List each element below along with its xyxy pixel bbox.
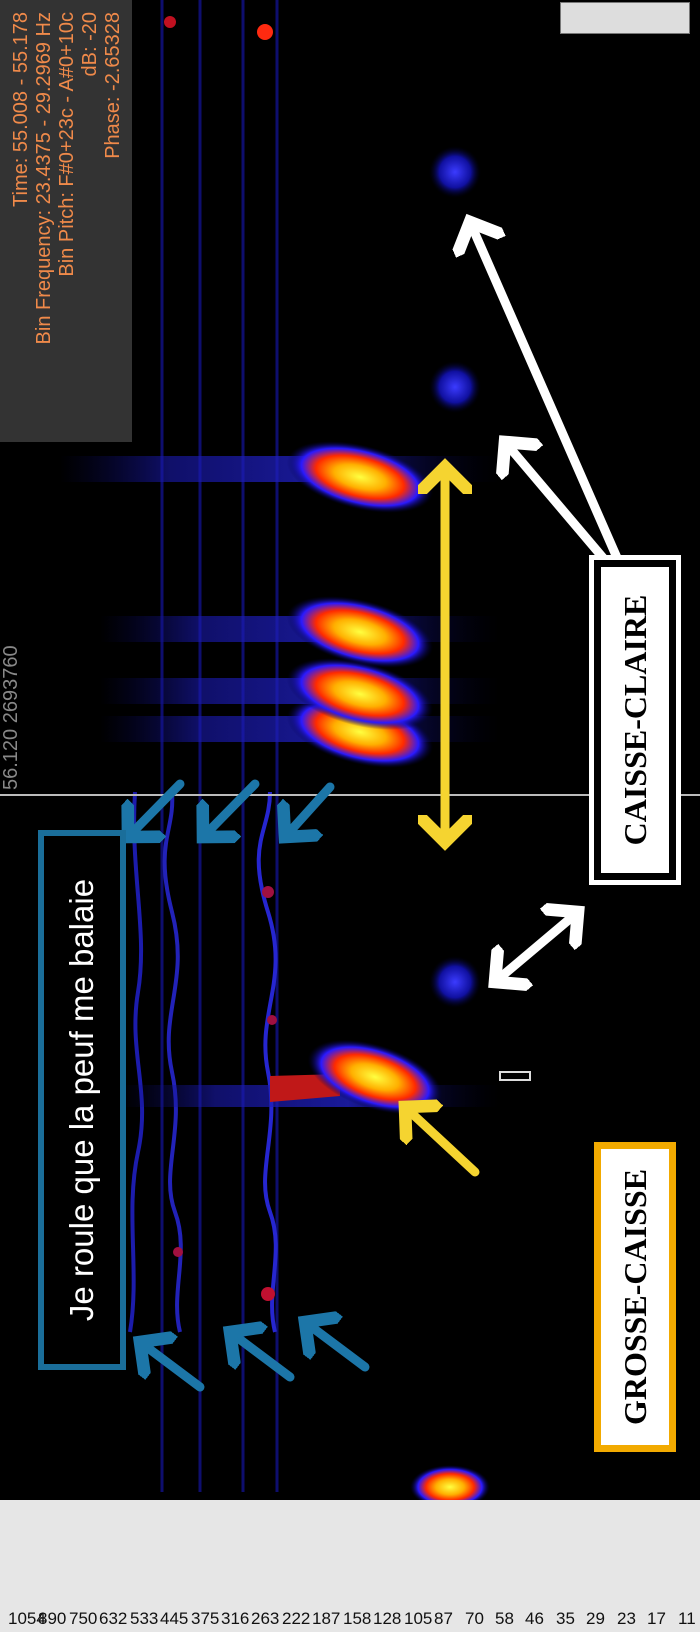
vocal-harmonics <box>128 16 278 1333</box>
info-db: dB: -20 <box>79 12 101 77</box>
low-blue-blobs <box>410 146 490 1509</box>
info-time: Time: 55.008 - 55.178 <box>10 12 32 207</box>
frequency-axis: 1054 890 750 632 533 445 375 316 263 222 187 158 128… <box>0 1500 700 1632</box>
playhead-label: 56.120 2693760 <box>0 645 22 790</box>
info-phase: Phase: -2.65328 <box>102 12 124 159</box>
blue-arrows <box>128 779 370 1392</box>
harmonic-lines <box>160 0 279 1492</box>
snare-hit-3 <box>100 596 500 668</box>
scrollbar[interactable] <box>560 2 690 34</box>
grosse-caisse-label: GROSSE-CAISSE <box>594 1142 676 1452</box>
lyric-text: Je roule que la peuf me balaie <box>63 878 100 1322</box>
snare-hit-2 <box>100 658 500 730</box>
frequency-tick-label: 11 <box>677 1609 696 1628</box>
info-bin-frequency: Bin Frequency: 23.4375 - 29.2969 Hz <box>33 12 55 345</box>
snare-hit-4 <box>60 441 500 513</box>
lyric-box: Je roule que la peuf me balaie <box>38 830 126 1370</box>
info-bin-pitch: Bin Pitch: F#0+23c - A#0+10c <box>56 12 78 277</box>
selection-marker <box>499 1071 531 1081</box>
info-panel: Time: 55.008 - 55.178 Bin Frequency: 23.… <box>0 0 132 442</box>
yellow-arrows <box>405 467 480 1177</box>
caisse-claire-label: CAISSE-CLAIRE <box>594 560 676 880</box>
